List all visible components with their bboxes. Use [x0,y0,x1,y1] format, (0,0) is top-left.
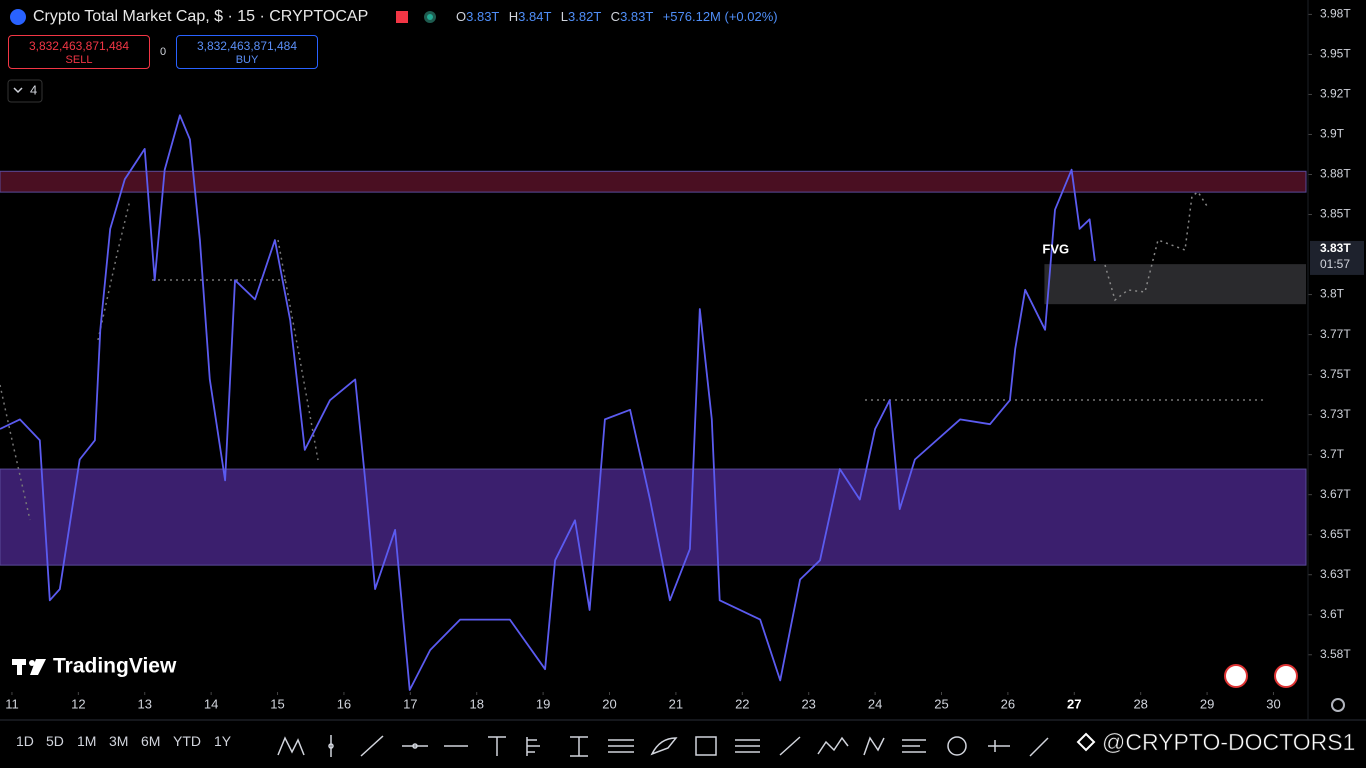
countdown: 01:57 [1320,257,1350,271]
price-line [0,114,1096,691]
y-tick-label: 3.67T [1320,487,1351,501]
sell-price: 3,832,463,871,484 [28,39,130,53]
logo-text: TradingView [53,655,177,678]
y-tick-label: 3.75T [1320,367,1351,381]
x-tick-label: 12 [71,696,85,711]
y-tick-label: 3.8T [1320,287,1345,301]
timeframe[interactable]: 1Y [214,733,232,749]
y-tick-label: 3.73T [1320,407,1351,421]
ohlc-value: 3.82T [568,9,602,24]
y-tick-label: 3.58T [1320,647,1351,661]
ohlc-key: H [508,9,519,24]
y-tick-label: 3.77T [1320,327,1351,341]
price-axis: 3.98T 3.95T 3.92T 3.9T 3.88T 3.85T 3.8T 3.77T 3.… [5,7,1351,712]
dotted-path [97,199,131,341]
price-zone [0,170,1307,193]
y-tick-label: 3.7T [1320,447,1345,461]
event-flag[interactable] [1274,664,1298,688]
x-tick-label: 17 [403,696,417,711]
sell-label: SELL [65,54,93,66]
y-tick-label: 3.65T [1320,527,1351,541]
spread: 0 [160,46,167,58]
y-tick-label: 3.6T [1320,607,1345,621]
watermark-icon [1076,732,1096,752]
timeframe[interactable]: 6M [141,733,161,749]
y-tick-label: 3.9T [1320,127,1345,141]
timeframe[interactable]: 1M [77,733,97,749]
ohlc-value: 3.83T [620,9,654,24]
indicator-count: 4 [30,82,37,97]
timeframe[interactable]: 5D [46,733,64,749]
buy-price: 3,832,463,871,484 [196,39,298,53]
ohlc-value: 3.84T [518,9,552,24]
x-tick-label: 11 [5,696,19,711]
y-tick-label: 3.63T [1320,567,1351,581]
fvg-label: FVG [1042,242,1069,257]
settings-icon[interactable] [1331,698,1345,712]
x-tick-label: 13 [138,696,152,711]
y-tick-label: 3.85T [1320,207,1351,221]
x-tick-label: 18 [469,696,483,711]
x-tick-label: 19 [536,696,550,711]
last-price: 3.83T [1320,241,1351,255]
y-tick-label: 3.88T [1320,167,1351,181]
ohlc-key: O [456,9,467,24]
x-tick-label: 27 [1067,696,1081,711]
series [0,114,1096,691]
dotted-path [0,384,31,521]
drawing-tools[interactable] [277,735,1049,757]
event-flag[interactable] [1224,664,1248,688]
sell-button[interactable]: 3,832,463,871,484 SELL [8,35,150,69]
x-tick-label: 24 [868,696,882,711]
ohlc-key: C [610,9,621,24]
y-tick-label: 3.92T [1320,87,1351,101]
timeframe[interactable]: 1D [16,733,34,749]
x-tick-label: 16 [337,696,351,711]
x-tick-label: 22 [735,696,749,711]
flag-icon[interactable] [396,11,408,23]
change: +576.12M (+0.02%) [662,9,778,24]
x-tick-label: 29 [1200,696,1214,711]
x-tick-label: 15 [270,696,284,711]
ohlc-value: 3.83T [466,9,500,24]
ohlc-key: L [560,9,569,24]
fvg-zone [1044,264,1306,305]
indicator-toggle[interactable] [7,79,43,103]
watermark: @CRYPTO-DOCTORS1 [1102,729,1355,755]
y-tick-label: 3.98T [1320,7,1351,21]
x-tick-label: 23 [801,696,815,711]
symbol-title: Crypto Total Market Cap, $ · 15 · CRYPTO… [33,8,369,25]
projection-path [1104,190,1208,302]
x-tick-label: 25 [934,696,948,711]
x-tick-label: 14 [204,696,218,711]
buy-button[interactable]: 3,832,463,871,484 BUY [176,35,318,69]
last-price-tag [1310,240,1364,275]
ohlc: O3.83T H3.84T L3.82T C3.83T +576.12M (+0… [450,9,778,24]
timeframe[interactable]: YTD [173,733,201,749]
y-tick-label: 3.95T [1320,47,1351,61]
x-tick-label: 20 [602,696,616,711]
x-tick-label: 26 [1001,696,1015,711]
buy-label: BUY [235,54,259,66]
symbol-icon [10,9,26,25]
timeframe[interactable]: 3M [109,733,129,749]
x-tick-label: 28 [1133,696,1147,711]
x-tick-label: 30 [1266,696,1280,711]
dotted-path [277,239,319,461]
logo: TradingView [12,655,177,678]
x-tick-label: 21 [669,696,683,711]
